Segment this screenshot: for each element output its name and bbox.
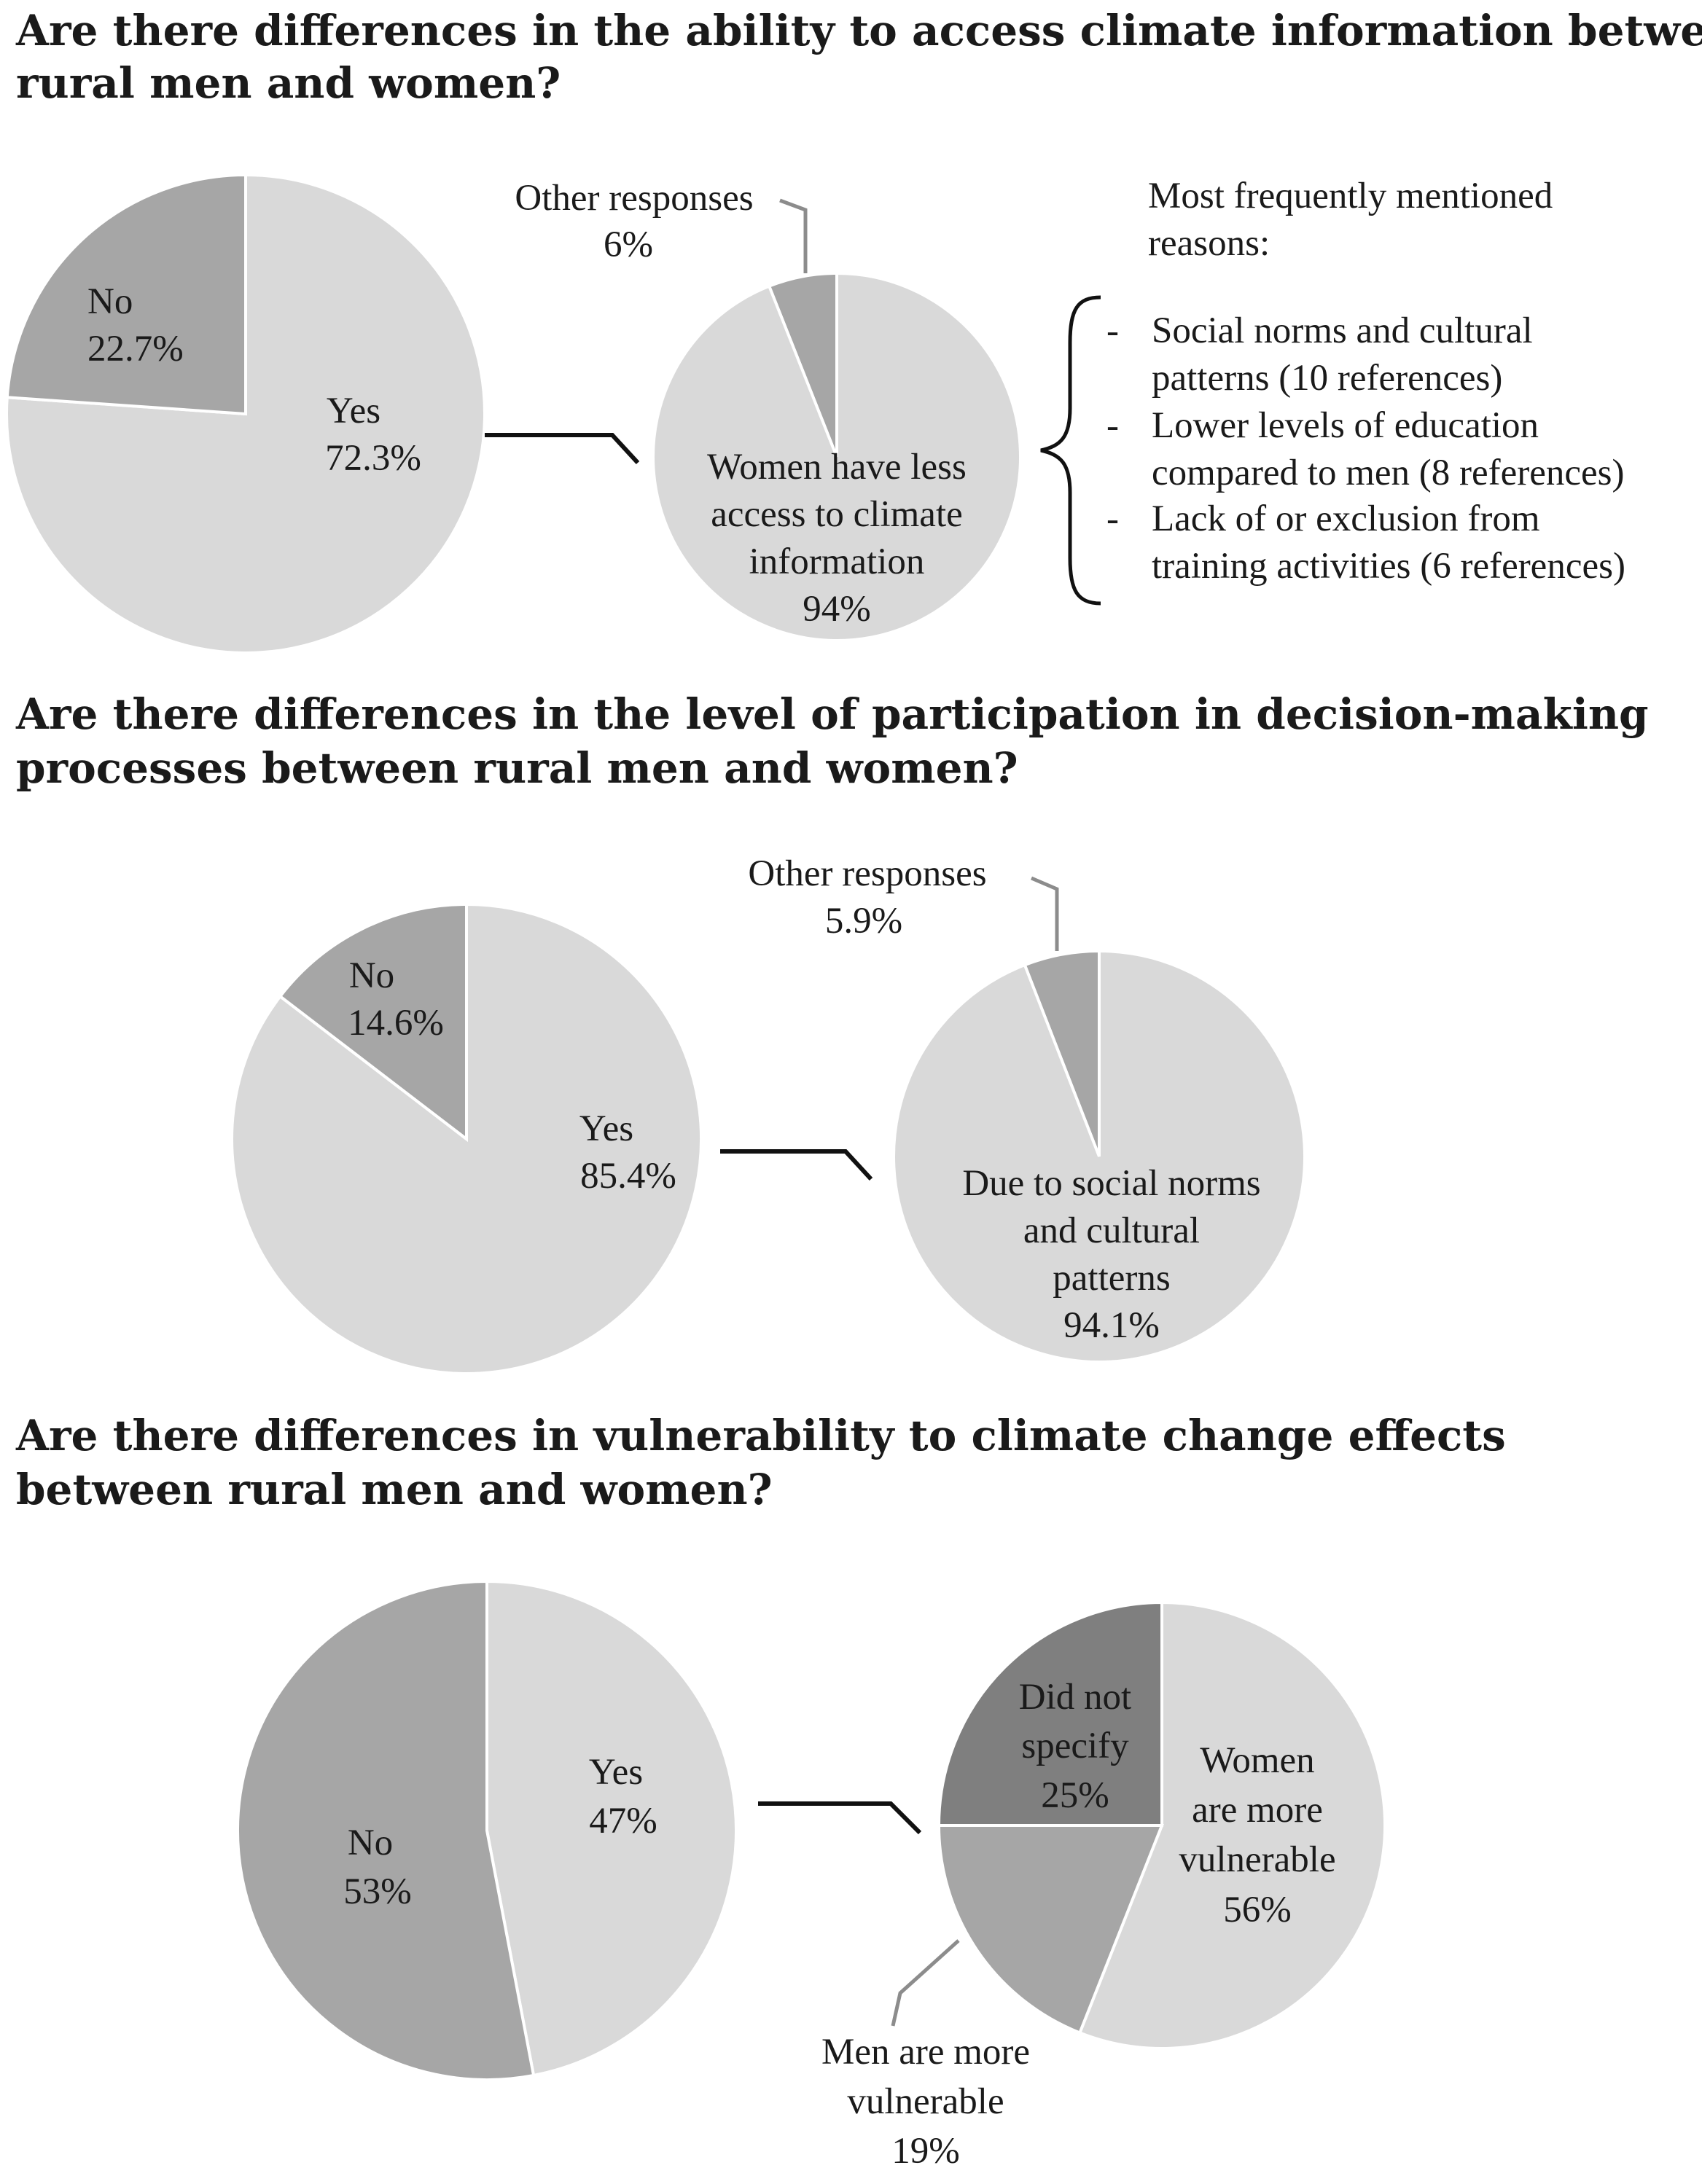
label-women-more-vulnerable-line-1: Women [1200,1740,1314,1781]
value-yes-3: 47% [589,1801,657,1841]
label-other-responses-1: Other responses [515,178,753,219]
reason-item: - Social norms and cultural patterns (10… [1106,310,1533,399]
value-women-less-access: 94% [803,589,870,630]
bullet-dash: - [1106,310,1119,351]
value-no-1: 22.7% [87,329,184,369]
pie-vulnerability-breakdown [937,1600,1386,2050]
bullet-dash: - [1106,498,1119,539]
pie-participation-breakdown [892,949,1307,1363]
value-other-responses-1: 6% [604,224,653,265]
pie-slice-main [892,949,1307,1363]
pie-slice-no [5,173,247,416]
label-social-norms-line-1: Due to social norms [962,1163,1260,1204]
connector-2 [720,1149,873,1181]
reasons-heading-line-2: reasons: [1148,223,1270,264]
pie-access-yes-no [5,173,486,654]
value-other-responses-2: 5.9% [825,901,902,942]
section-access-climate-info: Are there differences in the ability to … [5,6,1702,654]
reasons-heading-line-1: Most frequently mentioned [1148,176,1553,216]
label-men-more-vulnerable-line-1: Men are more [821,2032,1030,2073]
pie-participation-yes-no [230,902,703,1375]
label-yes-3: Yes [589,1752,643,1793]
pie-slice-women [1077,1600,1386,2050]
connector-3 [758,1801,922,1835]
pie-slice-unspecified [937,1600,1163,1827]
leader-men-more-vulnerable [891,1939,960,2027]
label-no-1: No [87,281,133,322]
reason-1-line-1: Social norms and cultural [1152,310,1533,351]
reason-item: - Lack of or exclusion from training act… [1106,498,1625,587]
pie-slice-men [937,1824,1164,2035]
section-decision-making: Are there differences in the level of pa… [15,689,1649,1375]
question-1-title-line-2: rural men and women? [16,58,561,108]
value-did-not-specify: 25% [1041,1775,1109,1816]
question-3-title-line-2: between rural men and women? [16,1465,773,1514]
reason-2-line-2: compared to men (8 references) [1152,453,1624,493]
value-no-2: 14.6% [348,1003,444,1044]
label-other-responses-2: Other responses [748,853,986,894]
label-did-not-specify-line-1: Did not [1019,1677,1131,1718]
label-women-more-vulnerable-line-2: are more [1192,1790,1323,1831]
question-1-title-line-1: Are there differences in the ability to … [15,6,1702,55]
label-women-less-access-line-2: access to climate [711,494,963,535]
pie-slice-main [652,271,1022,642]
reason-3-line-2: training activities (6 references) [1152,546,1625,587]
value-women-more-vulnerable: 56% [1223,1890,1291,1930]
pie-slice-no [278,902,468,1143]
question-2-title-line-2: processes between rural men and women? [16,743,1018,793]
label-women-more-vulnerable-line-3: vulnerable [1179,1839,1335,1880]
leader-other-responses-1 [779,198,808,273]
question-2-title-line-1: Are there differences in the level of pa… [15,689,1649,739]
label-women-less-access-line-1: Women have less [707,447,967,488]
label-men-more-vulnerable-line-2: vulnerable [847,2081,1004,2122]
label-yes-2: Yes [579,1108,633,1149]
reasons-brace [1040,295,1101,606]
connector-1 [485,433,640,465]
reason-1-line-2: patterns (10 references) [1152,358,1502,399]
label-no-2: No [349,955,394,996]
label-social-norms-line-3: patterns [1053,1258,1170,1299]
label-women-less-access-line-3: information [749,541,925,582]
label-social-norms-line-2: and cultural [1023,1210,1200,1251]
question-3-title-line-1: Are there differences in vulnerability t… [15,1411,1506,1460]
pie-slice-yes [485,1579,738,2078]
value-men-more-vulnerable: 19% [891,2131,959,2172]
value-no-3: 53% [343,1871,411,1912]
reason-2-line-1: Lower levels of education [1152,405,1539,446]
section-vulnerability: Are there differences in vulnerability t… [15,1411,1506,2172]
label-yes-1: Yes [327,391,380,431]
pie-slice-no [235,1579,536,2081]
reason-item: - Lower levels of education compared to … [1106,405,1624,493]
value-yes-1: 72.3% [325,438,421,479]
value-yes-2: 85.4% [580,1156,676,1197]
label-no-3: No [348,1823,393,1863]
pie-vulnerability-yes-no [235,1579,738,2081]
bullet-dash: - [1106,405,1119,446]
label-did-not-specify-line-2: specify [1021,1726,1129,1766]
pie-access-breakdown [652,271,1022,642]
value-social-norms: 94.1% [1063,1305,1160,1346]
reason-3-line-1: Lack of or exclusion from [1152,498,1540,539]
leader-other-responses-2 [1031,876,1059,951]
